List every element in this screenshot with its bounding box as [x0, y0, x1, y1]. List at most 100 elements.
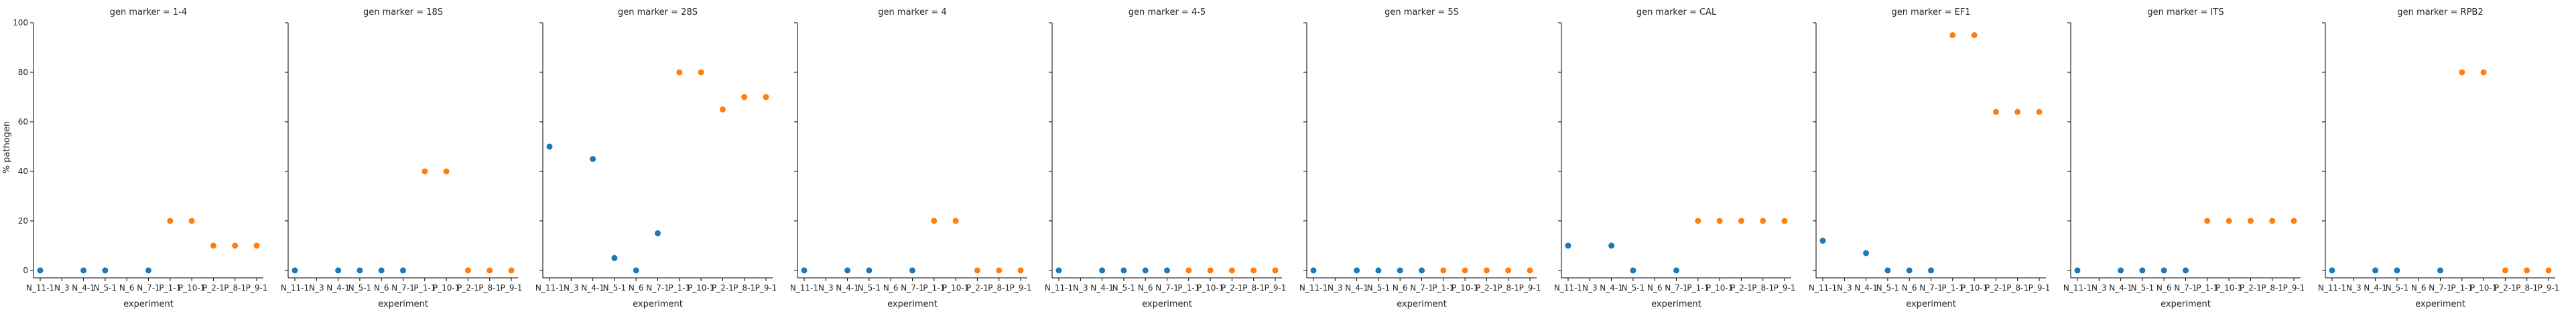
data-point	[931, 218, 938, 224]
x-tick-label: N_11-1	[2318, 283, 2346, 293]
panel-its: gen marker = ITS N_11-1 N_3 N_4-1N_5-1 N_6 N_…	[2063, 7, 2305, 309]
data-point	[1695, 218, 1701, 224]
data-point	[2545, 267, 2552, 274]
x-tick-label: N_4-1	[581, 283, 604, 293]
data-point	[2291, 218, 2297, 224]
x-tick-label: P_9-1	[2028, 283, 2051, 293]
data-point	[508, 267, 515, 274]
data-point	[2372, 267, 2379, 274]
x-tick-label: P_10-1	[2215, 283, 2242, 293]
x-tick-label: P_8-1	[1242, 283, 1265, 293]
data-point	[1630, 267, 1636, 274]
x-tick-label: N_6	[119, 283, 135, 293]
x-tick-label: P_2-1	[2494, 283, 2516, 293]
data-point	[801, 267, 808, 274]
panel-title: gen marker = EF1	[1891, 7, 1970, 17]
x-tick-label: P_9-1	[246, 283, 268, 293]
x-tick-label: P_10-1	[1706, 283, 1733, 293]
x-tick-label: N_11-1	[1299, 283, 1328, 293]
data-point	[2014, 108, 2021, 115]
data-point	[1440, 267, 1447, 274]
data-point	[1228, 267, 1235, 274]
data-point	[1527, 267, 1533, 274]
data-point	[1462, 267, 1468, 274]
x-axis-label: experiment	[2161, 299, 2211, 309]
panel-5s: gen marker = 5S N_11-1 N_3 N_4-1N_5-1 N_6 N_7…	[1299, 7, 1541, 309]
panel-title: gen marker = 5S	[1384, 7, 1459, 17]
data-point	[1397, 267, 1403, 274]
x-tick-label: N_6	[2411, 283, 2427, 293]
data-point	[145, 267, 151, 274]
x-tick-label: N_3	[1837, 283, 1852, 293]
x-tick-label: P_8-1	[478, 283, 501, 293]
x-tick-label: N_7-1	[391, 283, 415, 293]
data-point	[996, 267, 1003, 274]
x-tick-label: N_6	[883, 283, 899, 293]
x-axis-label: experiment	[2415, 299, 2465, 309]
x-tick-label: N_4-1	[1345, 283, 1368, 293]
x-tick-label: N_6	[374, 283, 389, 293]
data-point	[378, 267, 385, 274]
data-point	[1142, 267, 1149, 274]
data-point	[633, 267, 639, 274]
data-point	[1608, 242, 1615, 249]
x-tick-label: N_7-1	[901, 283, 924, 293]
data-point	[546, 143, 553, 150]
x-tick-label: N_4-1	[1600, 283, 1623, 293]
x-tick-label: P_9-1	[1774, 283, 1796, 293]
data-point	[1272, 267, 1279, 274]
y-axis-label: % pathogen	[2, 121, 12, 173]
data-point	[866, 267, 873, 274]
panel-ef1: gen marker = EF1 N_11-1 N_3 N_4-1N_5-1 N_6 N_…	[1809, 7, 2051, 309]
x-tick-label: P_2-1	[1985, 283, 2007, 293]
x-tick-label: N_3	[1073, 283, 1088, 293]
x-tick-label: P_9-1	[1519, 283, 1541, 293]
x-tick-label: N_3	[2091, 283, 2107, 293]
x-tick-label: N_3	[564, 283, 579, 293]
x-tick-label: P_10-1	[178, 283, 205, 293]
data-point	[1906, 267, 1913, 274]
data-point	[1310, 267, 1317, 274]
x-tick-label: N_7-1	[2174, 283, 2197, 293]
x-tick-label: N_4-1	[1854, 283, 1878, 293]
data-point	[292, 267, 298, 274]
data-point	[2502, 267, 2508, 274]
panel-1-4: gen marker = 1-4 0 20 40 60 80 100 N_11-1 N_3 N_4…	[13, 7, 267, 309]
data-point	[741, 94, 748, 100]
data-point	[37, 267, 44, 274]
panel-28s: gen marker = 28S N_11-1 N_3 N_4-1N_5-1 N_6 N_…	[535, 7, 777, 309]
x-tick-label: P_2-1	[1476, 283, 1498, 293]
data-point	[2524, 267, 2530, 274]
x-axis-label: experiment	[1906, 299, 1956, 309]
x-tick-label: N_5-1	[1112, 283, 1136, 293]
data-point	[2269, 218, 2276, 224]
data-point	[1819, 238, 1826, 244]
data-point	[1884, 267, 1891, 274]
data-point	[1120, 267, 1127, 274]
data-point	[1505, 267, 1512, 274]
data-point	[2394, 267, 2400, 274]
x-tick-label: N_3	[2346, 283, 2362, 293]
x-tick-label: N_6	[1393, 283, 1408, 293]
y-tick-label: 40	[18, 167, 28, 176]
data-point	[1055, 267, 1062, 274]
x-tick-label: P_2-1	[457, 283, 479, 293]
x-tick-label: N_11-1	[1045, 283, 1073, 293]
x-tick-label: P_1-1	[1432, 283, 1454, 293]
x-tick-label: N_3	[1328, 283, 1343, 293]
panel-title: gen marker = 4-5	[1129, 7, 1206, 17]
x-tick-label: N_5-1	[1367, 283, 1391, 293]
x-tick-label: P_2-1	[1730, 283, 1752, 293]
x-tick-label: N_4-1	[1090, 283, 1114, 293]
data-point	[487, 267, 493, 274]
data-point	[952, 218, 959, 224]
x-tick-label: P_10-1	[942, 283, 969, 293]
x-tick-label: N_11-1	[790, 283, 818, 293]
x-tick-label: P_1-1	[1687, 283, 1709, 293]
x-tick-label: P_8-1	[2516, 283, 2538, 293]
data-point	[1863, 250, 1870, 256]
data-point	[2139, 267, 2146, 274]
data-point	[1250, 267, 1257, 274]
x-tick-label: P_8-1	[2006, 283, 2028, 293]
x-tick-label: P_2-1	[712, 283, 734, 293]
